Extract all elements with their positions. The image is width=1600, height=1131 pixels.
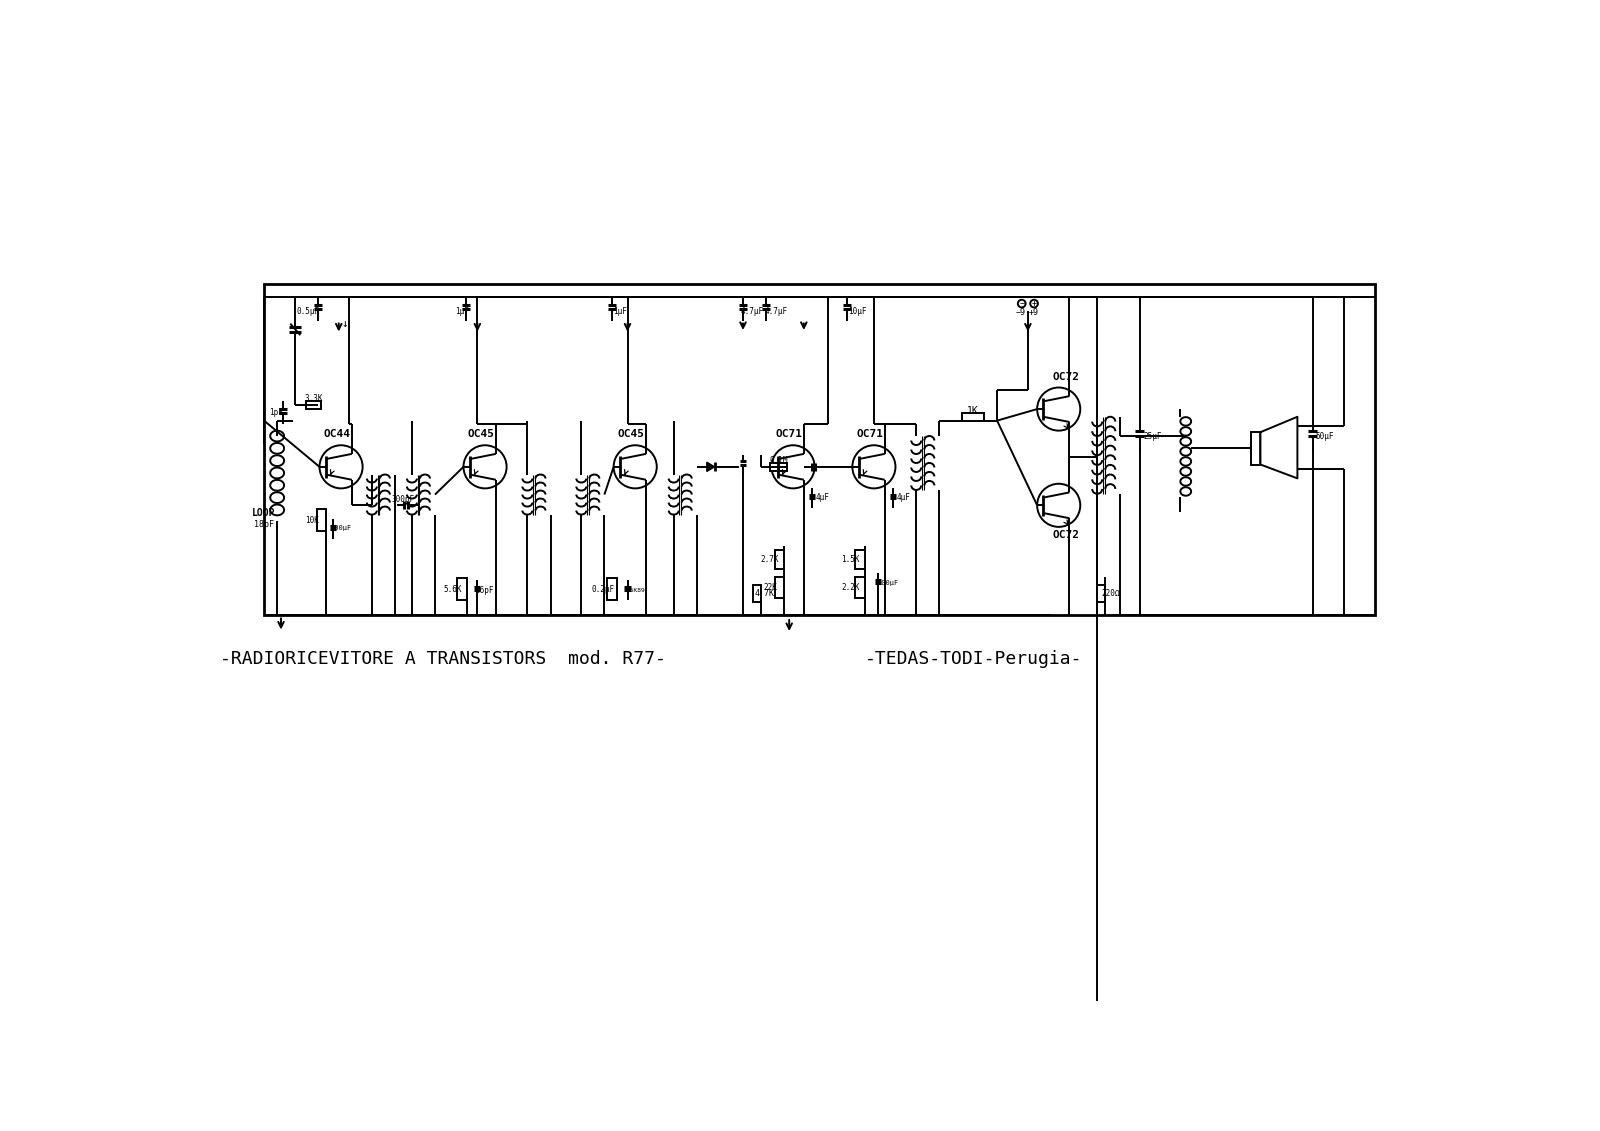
Text: 4μF: 4μF [896,493,910,502]
Bar [1251,432,1261,465]
Bar [306,402,322,409]
Text: OC71: OC71 [776,430,803,440]
Text: OC72: OC72 [1053,372,1080,382]
Text: 4.7μF: 4.7μF [741,307,763,316]
Text: LOOP: LOOP [253,508,275,518]
Text: OC71: OC71 [856,430,883,440]
Polygon shape [707,463,715,472]
Text: 18pF: 18pF [254,520,274,529]
Bar [317,509,326,530]
Text: 0.2μF: 0.2μF [592,585,614,594]
Text: 22K: 22K [763,584,778,593]
Text: 100μF: 100μF [877,580,898,586]
Bar [264,284,1374,615]
Text: 2.2K: 2.2K [842,584,861,593]
Text: 1K: 1K [968,406,979,415]
Text: 50μF: 50μF [1315,432,1334,440]
Text: 1μF: 1μF [613,307,627,316]
Text: 1pF: 1pF [269,408,283,417]
Circle shape [1030,300,1038,308]
Text: OC72: OC72 [1053,529,1080,539]
Circle shape [1037,388,1080,431]
Text: ↓: ↓ [341,319,349,329]
Bar [1098,585,1106,602]
Bar [608,578,616,601]
Text: OC45: OC45 [618,430,645,440]
Text: 0.5μF: 0.5μF [296,307,320,316]
Text: −9: −9 [1016,309,1026,318]
Bar [458,578,467,601]
Text: 300pF: 300pF [390,495,414,504]
Text: 4μF: 4μF [816,493,829,502]
Circle shape [614,446,656,489]
Bar [774,577,784,598]
Circle shape [464,446,507,489]
Text: 1.5K: 1.5K [842,555,861,564]
Text: 2.7K: 2.7K [760,555,779,564]
Text: +9: +9 [1029,309,1038,318]
Text: +: + [1032,299,1037,308]
Bar [754,585,760,602]
Text: 10K: 10K [306,516,318,525]
Bar [856,550,864,569]
Text: 4.7K: 4.7K [755,588,774,597]
Text: 220Ω: 220Ω [1102,588,1120,597]
Text: 100μF: 100μF [331,526,352,532]
Bar [770,463,787,470]
Circle shape [853,446,896,489]
Circle shape [771,446,814,489]
Text: -RADIORICEVITORE A TRANSISTORS  mod. R77-: -RADIORICEVITORE A TRANSISTORS mod. R77- [219,650,666,668]
Text: 56pF: 56pF [475,586,494,595]
Text: 5.6K: 5.6K [443,585,462,594]
Text: OC44: OC44 [323,430,350,440]
Text: 0.1M: 0.1M [770,456,787,465]
Circle shape [1018,300,1026,308]
Text: 4.7μF: 4.7μF [765,307,787,316]
Text: 3.3K: 3.3K [304,394,323,403]
Text: OC45: OC45 [467,430,494,440]
Text: 1μF: 1μF [454,307,469,316]
Bar [774,550,784,569]
Text: −: − [1019,299,1024,308]
Text: 10μF: 10μF [848,307,866,316]
Circle shape [320,446,363,489]
Circle shape [1037,484,1080,527]
Bar [963,413,984,422]
Text: 25μF: 25μF [1144,432,1162,440]
Bar [856,577,864,598]
Text: 15K89: 15K89 [626,588,645,594]
Polygon shape [1261,416,1298,478]
Text: -TEDAS-TODI-Perugia-: -TEDAS-TODI-Perugia- [866,650,1083,668]
